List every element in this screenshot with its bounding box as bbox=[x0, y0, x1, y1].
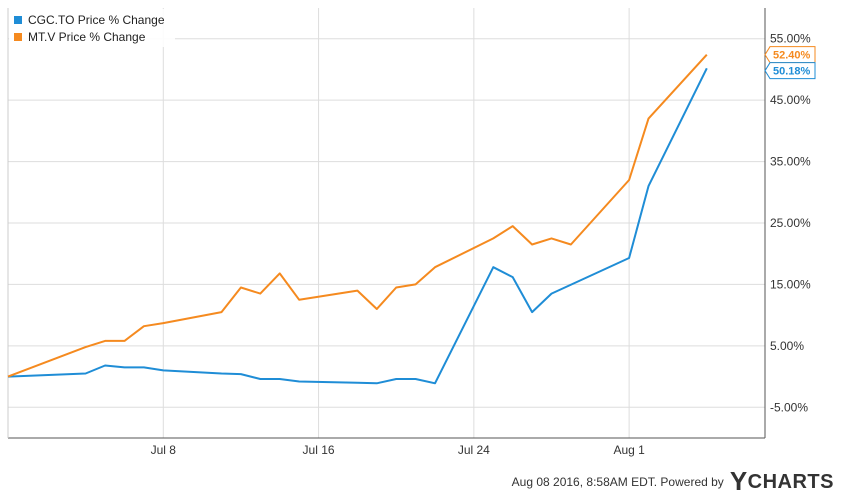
series-lines bbox=[7, 54, 708, 385]
series-line-1 bbox=[7, 67, 708, 385]
end-label-value: 50.18% bbox=[773, 66, 811, 78]
series-line-2 bbox=[7, 54, 708, 378]
end-label-box bbox=[764, 62, 816, 80]
y-tick-label: 25.00% bbox=[770, 216, 811, 230]
y-axis-labels: -5.00% 5.00% 15.00% 25.00% 35.00% 45.00% 55.00… bbox=[770, 32, 811, 415]
legend-swatch bbox=[14, 33, 22, 41]
legend-swatch bbox=[14, 16, 22, 24]
y-tick-label: -5.00% bbox=[770, 400, 808, 414]
legend-entry: MT.V Price % Change bbox=[28, 30, 146, 44]
ycharts-logo: Y CHARTS bbox=[729, 466, 834, 496]
chart-footer: Aug 08 2016, 8:58AM EDT. Powered by Y CH… bbox=[511, 466, 834, 496]
footer-timestamp: Aug 08 2016, 8:58AM EDT. Powered by bbox=[511, 475, 724, 489]
grid bbox=[8, 8, 765, 438]
y-tick-label: 15.00% bbox=[770, 277, 811, 291]
x-tick-label: Aug 1 bbox=[613, 443, 645, 457]
x-axis-labels: Jul 8 Jul 16 Jul 24 Aug 1 bbox=[151, 443, 646, 457]
legend-background bbox=[9, 9, 175, 47]
y-tick-label: 45.00% bbox=[770, 93, 811, 107]
x-tick-label: Jul 16 bbox=[303, 443, 335, 457]
logo-rest: CHARTS bbox=[747, 471, 834, 493]
y-tick-label: 55.00% bbox=[770, 32, 811, 46]
end-label-2: 50.18% bbox=[764, 62, 816, 80]
logo-initial: Y bbox=[729, 466, 748, 496]
x-tick-label: Jul 8 bbox=[151, 443, 177, 457]
x-tick-label: Jul 24 bbox=[458, 443, 490, 457]
legend-entry: CGC.TO Price % Change bbox=[28, 13, 165, 27]
y-tick-label: 35.00% bbox=[770, 155, 811, 169]
end-label-value: 52.40% bbox=[773, 50, 811, 62]
end-label-box bbox=[764, 46, 816, 64]
series-end-labels: 52.40% 50.18% bbox=[764, 46, 816, 80]
y-tick-label: 5.00% bbox=[770, 339, 804, 353]
legend: CGC.TO Price % Change MT.V Price % Change bbox=[9, 9, 175, 47]
axes bbox=[7, 8, 766, 439]
end-label-1: 52.40% bbox=[764, 46, 816, 64]
